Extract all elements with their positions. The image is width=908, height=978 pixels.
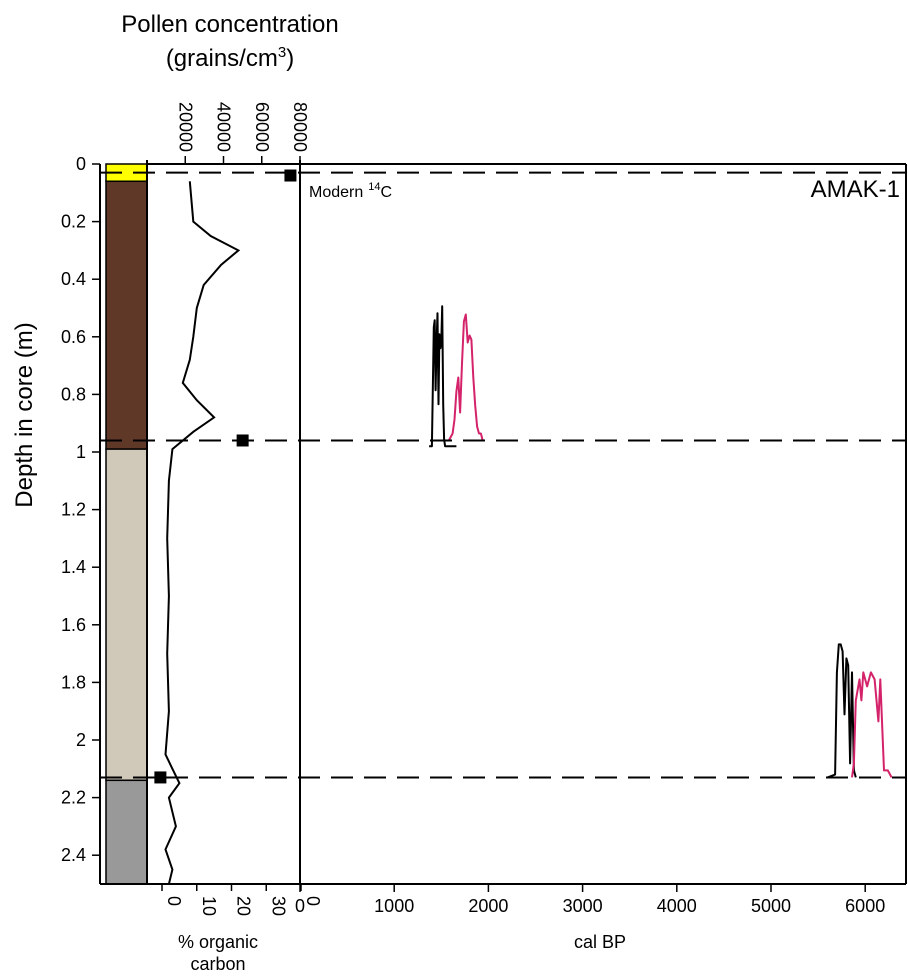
axes-frames [99, 160, 907, 885]
depth-tick-label: 2.2 [61, 788, 86, 808]
calbp-axis-title: cal BP [574, 932, 626, 952]
organic-axis-title-line1: % organic [178, 932, 258, 952]
age-distribution-pink [851, 671, 893, 778]
depth-tick-label: 0.8 [61, 384, 86, 404]
depth-tick-label: 2 [76, 730, 86, 750]
calbp-tick-label: 0 [295, 896, 305, 916]
calbp-tick-label: 6000 [845, 896, 885, 916]
core-name-label: AMAK-1 [811, 176, 900, 203]
calbp-tick-label: 4000 [657, 896, 697, 916]
pollen-axis-title-line2: (grains/cm3) [166, 44, 294, 72]
organic-axis-title-line2: carbon [190, 954, 245, 974]
depth-tick-label: 2.4 [61, 845, 86, 865]
depth-tick-label: 0 [76, 154, 86, 174]
depth-axis-title: Depth in core (m) [11, 322, 38, 507]
age-distribution-black [429, 305, 457, 448]
calbp-tick-label: 3000 [563, 896, 603, 916]
pollen-tick-label: 20000 [175, 102, 195, 152]
depth-tick-label: 1 [76, 442, 86, 462]
depth-tick-label: 1.4 [61, 557, 86, 577]
calbp-tick-label: 5000 [751, 896, 791, 916]
age-distribution-black [827, 643, 857, 779]
lithology-unit-1 [105, 180, 148, 450]
lithology-unit-2 [105, 448, 148, 782]
organic-tick-label: 0 [303, 896, 323, 906]
pollen-tick-label: 60000 [252, 102, 272, 152]
organic-tick-label: 10 [199, 896, 219, 916]
modern-14c-annotation: Modern 14C [309, 181, 392, 201]
pollen-point [284, 169, 297, 182]
pollen-tick-label: 80000 [290, 102, 310, 152]
organic-tick-label: 0 [164, 896, 184, 906]
pollen-axis-title-line1: Pollen concentration [121, 11, 338, 38]
depth-tick-label: 0.6 [61, 327, 86, 347]
depth-tick-label: 0.4 [61, 269, 86, 289]
organic-tick-label: 30 [268, 896, 288, 916]
calbp-tick-label: 2000 [468, 896, 508, 916]
data-series [154, 169, 893, 885]
organic-tick-label: 20 [234, 896, 254, 916]
pollen-tick-label: 40000 [214, 102, 234, 152]
depth-tick-label: 1.8 [61, 672, 86, 692]
depth-tick-label: 0.2 [61, 212, 86, 232]
lithology-unit-3 [105, 779, 148, 885]
age-distribution-pink [447, 313, 484, 441]
organic-carbon-line [164, 181, 241, 885]
calbp-tick-label: 1000 [374, 896, 414, 916]
depth-tick-label: 1.2 [61, 500, 86, 520]
lithology-column [105, 163, 148, 885]
pollen-point [154, 771, 167, 784]
depth-tick-label: 1.6 [61, 615, 86, 635]
date-horizons [100, 171, 906, 779]
